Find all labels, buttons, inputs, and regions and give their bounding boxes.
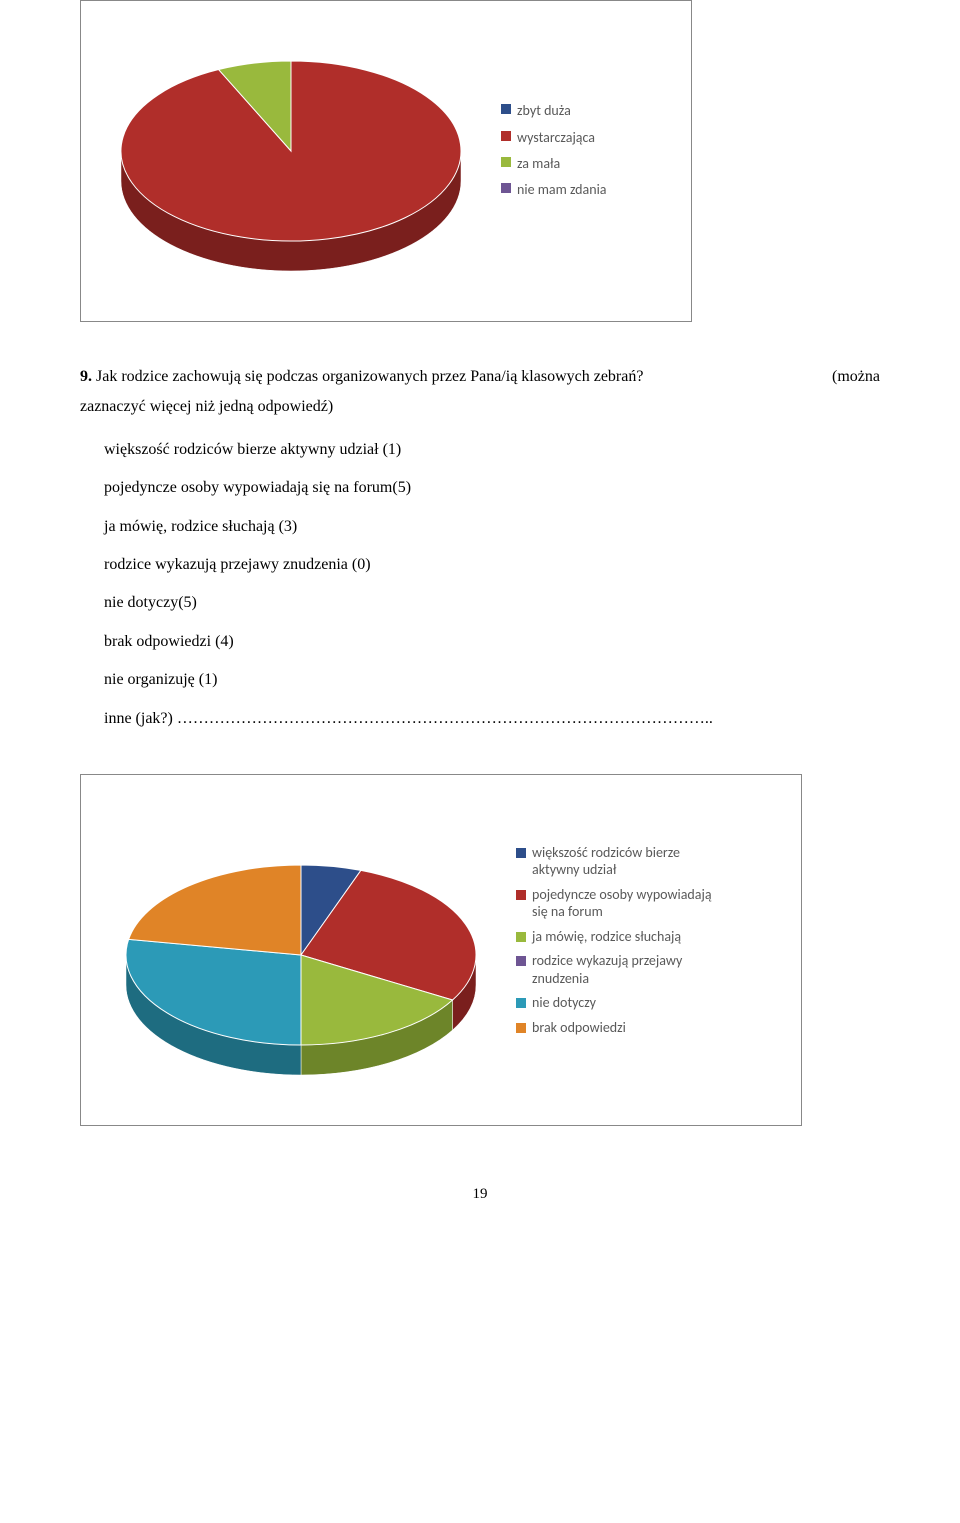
chart-1-pie [91,11,481,291]
legend-label: rodzice wykazują przejawy znudzenia [532,952,712,987]
legend-item: większość rodziców bierze aktywny udział [516,844,712,879]
answer-item: pojedyncze osoby wypowiadają się na foru… [104,473,880,503]
answer-item: większość rodziców bierze aktywny udział… [104,435,880,465]
legend-swatch [516,932,526,942]
legend-swatch [501,131,511,141]
legend-label: zbyt duża [517,100,571,122]
page-number: 19 [80,1186,880,1203]
answers-list: większość rodziców bierze aktywny udział… [80,435,880,696]
chart-1-legend: zbyt duża wystarczająca za mała nie mam zda… [501,96,607,206]
legend-swatch [501,157,511,167]
answer-item: ja mówię, rodzice słuchają (3) [104,512,880,542]
legend-item: pojedyncze osoby wypowiadają się na foru… [516,886,712,921]
legend-item: ja mówię, rodzice słuchają [516,928,712,946]
legend-label: ja mówię, rodzice słuchają [532,928,681,946]
legend-swatch [516,890,526,900]
legend-swatch [516,848,526,858]
legend-item: zbyt duża [501,100,607,122]
question-note-line-2: zaznaczyć więcej niż jedną odpowiedź) [80,392,880,422]
legend-label: większość rodziców bierze aktywny udział [532,844,712,879]
answer-item: rodzice wykazują przejawy znudzenia (0) [104,550,880,580]
inne-label: inne (jak?) [104,710,173,727]
chart-1-inner: zbyt duża wystarczająca za mała nie mam zda… [81,1,691,321]
inne-line: inne (jak?) …………………………………………………………………………… [80,704,880,734]
legend-item: za mała [501,153,607,175]
answer-item: brak odpowiedzi (4) [104,627,880,657]
legend-item: nie mam zdania [501,179,607,201]
legend-label: brak odpowiedzi [532,1019,626,1037]
inne-dots: ……………………………………………………………………………………….. [173,710,713,727]
legend-item: brak odpowiedzi [516,1019,712,1037]
chart-2-frame: większość rodziców bierze aktywny udział… [80,774,802,1126]
legend-label: za mała [517,153,560,175]
legend-swatch [516,1023,526,1033]
legend-label: wystarczająca [517,127,595,149]
legend-swatch [501,104,511,114]
legend-label: nie mam zdania [517,179,607,201]
question-block: 9. Jak rodzice zachowują się podczas org… [80,362,880,734]
page: zbyt duża wystarczająca za mała nie mam zda… [0,0,960,1243]
legend-item: wystarczająca [501,127,607,149]
chart-2-pie [91,785,496,1095]
question-line-1: 9. Jak rodzice zachowują się podczas org… [80,362,880,392]
legend-label: pojedyncze osoby wypowiadają się na foru… [532,886,712,921]
legend-item: nie dotyczy [516,994,712,1012]
question-text: 9. Jak rodzice zachowują się podczas org… [80,362,643,392]
chart-2-legend: większość rodziców bierze aktywny udział… [516,837,712,1044]
legend-swatch [516,956,526,966]
answer-item: nie organizuję (1) [104,665,880,695]
legend-swatch [501,183,511,193]
legend-item: rodzice wykazują przejawy znudzenia [516,952,712,987]
legend-label: nie dotyczy [532,994,596,1012]
answer-item: nie dotyczy(5) [104,588,880,618]
legend-swatch [516,998,526,1008]
question-note-right: (można [832,362,880,392]
chart-1-frame: zbyt duża wystarczająca za mała nie mam zda… [80,0,692,322]
chart-2-inner: większość rodziców bierze aktywny udział… [81,775,801,1125]
